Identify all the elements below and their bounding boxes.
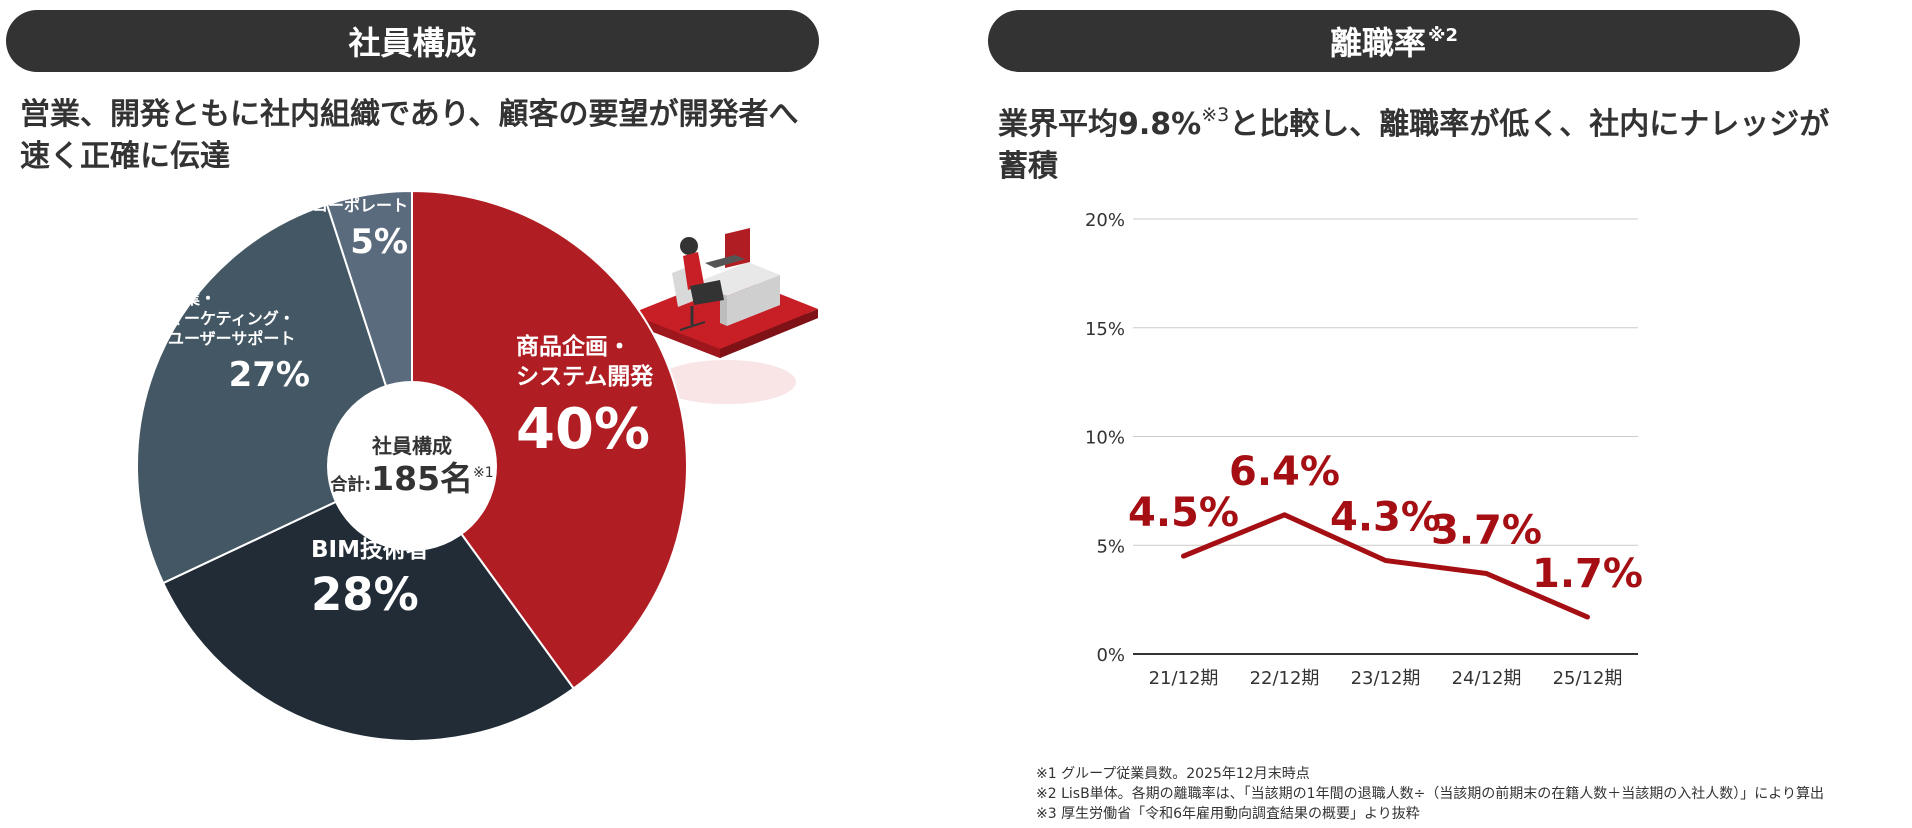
pie-labels: 商品企画・システム開発 40% BIM技術者 28% 営業・マーケティング・ユーザーサポ…	[168, 196, 654, 621]
turnover-lead-line2: 蓄積	[998, 149, 1058, 184]
data-value-label: 4.5%	[1128, 490, 1239, 536]
pie-slice	[161, 464, 576, 742]
composition-pie-chart: 社員構成 合計:185名※1 商品企画・システム開発 40% BIM技術者 28% 営業…	[136, 189, 818, 742]
turnover-lead-line1: 業界平均9.8%※3と比較し、離職率が低く、社内にナレッジが	[998, 96, 1829, 146]
composition-header-text: 社員構成	[348, 24, 477, 62]
line-chart-grid: 0% 5% 10% 15% 20%	[1085, 210, 1638, 666]
composition-header: 社員構成	[6, 10, 819, 72]
line-chart-value-labels: 4.5%6.4%4.3%3.7%1.7%	[1128, 449, 1643, 597]
pie-slice-label: BIM技術者 28%	[311, 536, 429, 621]
x-tick-label: 21/12期	[1149, 668, 1219, 689]
pie-center-total: 合計:185名※1	[330, 459, 493, 498]
pie-slice-name: システム開発	[516, 364, 654, 390]
data-value-label: 3.7%	[1431, 508, 1542, 554]
pie-slice-value: 27%	[229, 355, 310, 395]
pie-slice-value: 28%	[311, 568, 419, 621]
turnover-lead: 業界平均9.8%※3と比較し、離職率が低く、社内にナレッジが 蓄積	[998, 96, 1829, 188]
pie-slice-value: 40%	[516, 397, 650, 462]
pie-slice-name: 営業・	[168, 289, 216, 308]
footnote-1: ※1 グループ従業員数。2025年12月末時点	[1036, 766, 1310, 782]
pie-slice-name: 商品企画・	[516, 333, 631, 360]
pie-slice-label: コーポレート 5%	[312, 196, 408, 262]
y-tick-label: 5%	[1096, 536, 1125, 557]
x-tick-label: 25/12期	[1553, 668, 1623, 689]
turnover-series-line	[1181, 512, 1590, 620]
pie-slice-value: 5%	[350, 222, 408, 262]
turnover-header-text: 離職率	[1329, 24, 1426, 62]
pie-center-total-note: ※1	[473, 465, 494, 481]
pie-center-total-label: 合計:	[330, 474, 371, 495]
turnover-lead-note: ※3	[1201, 104, 1230, 126]
x-tick-label: 24/12期	[1452, 668, 1522, 689]
office-desk-illustration	[630, 228, 818, 404]
x-tick-label: 23/12期	[1351, 668, 1421, 689]
turnover-header: 離職率 ※2	[988, 10, 1800, 72]
pie-center-total-value: 185名	[371, 459, 473, 498]
turnover-lead-part2: と比較し、離職率が低く、社内にナレッジが	[1229, 107, 1830, 142]
data-value-label: 1.7%	[1532, 551, 1643, 597]
pie-slice-name: BIM技術者	[311, 536, 429, 563]
pie-center-hole	[327, 381, 497, 551]
pie-slice-name: コーポレート	[312, 196, 408, 215]
composition-lead-line2: 速く正確に伝達	[20, 139, 230, 174]
pie-slice-name: ユーザーサポート	[168, 329, 295, 348]
footnotes: ※1 グループ従業員数。2025年12月末時点 ※2 LisB単体。各期の離職率…	[1036, 764, 1824, 824]
y-tick-label: 0%	[1096, 645, 1125, 666]
pie-slice-name: マーケティング・	[168, 309, 295, 328]
composition-lead-line1: 営業、開発ともに社内組織であり、顧客の要望が開発者へ	[20, 97, 799, 132]
pie-slice-label: 営業・マーケティング・ユーザーサポート 27%	[168, 289, 310, 395]
y-tick-label: 15%	[1085, 319, 1125, 340]
footnote-2: ※2 LisB単体。各期の離職率は、「当該期の1年間の退職人数÷（当該期の前期末…	[1036, 786, 1825, 802]
line-chart-series	[1181, 512, 1590, 620]
pie-slice-label: 商品企画・システム開発 40%	[516, 333, 654, 462]
composition-lead: 営業、開発ともに社内組織であり、顧客の要望が開発者へ 速く正確に伝達	[20, 94, 799, 178]
data-value-label: 6.4%	[1229, 449, 1340, 495]
y-tick-label: 20%	[1085, 210, 1125, 231]
data-value-label: 4.3%	[1330, 494, 1441, 540]
turnover-lead-part1: 業界平均9.8%	[998, 107, 1202, 142]
pie-center-title: 社員構成	[371, 434, 452, 458]
turnover-header-note: ※2	[1427, 24, 1459, 46]
line-chart-x-labels: 21/12期 22/12期 23/12期 24/12期 25/12期	[1149, 668, 1623, 689]
footnote-3: ※3 厚生労働省「令和6年雇用動向調査結果の概要」より抜粋	[1036, 806, 1420, 822]
pie-slice	[411, 189, 688, 690]
x-tick-label: 22/12期	[1250, 668, 1320, 689]
y-tick-label: 10%	[1085, 428, 1125, 449]
